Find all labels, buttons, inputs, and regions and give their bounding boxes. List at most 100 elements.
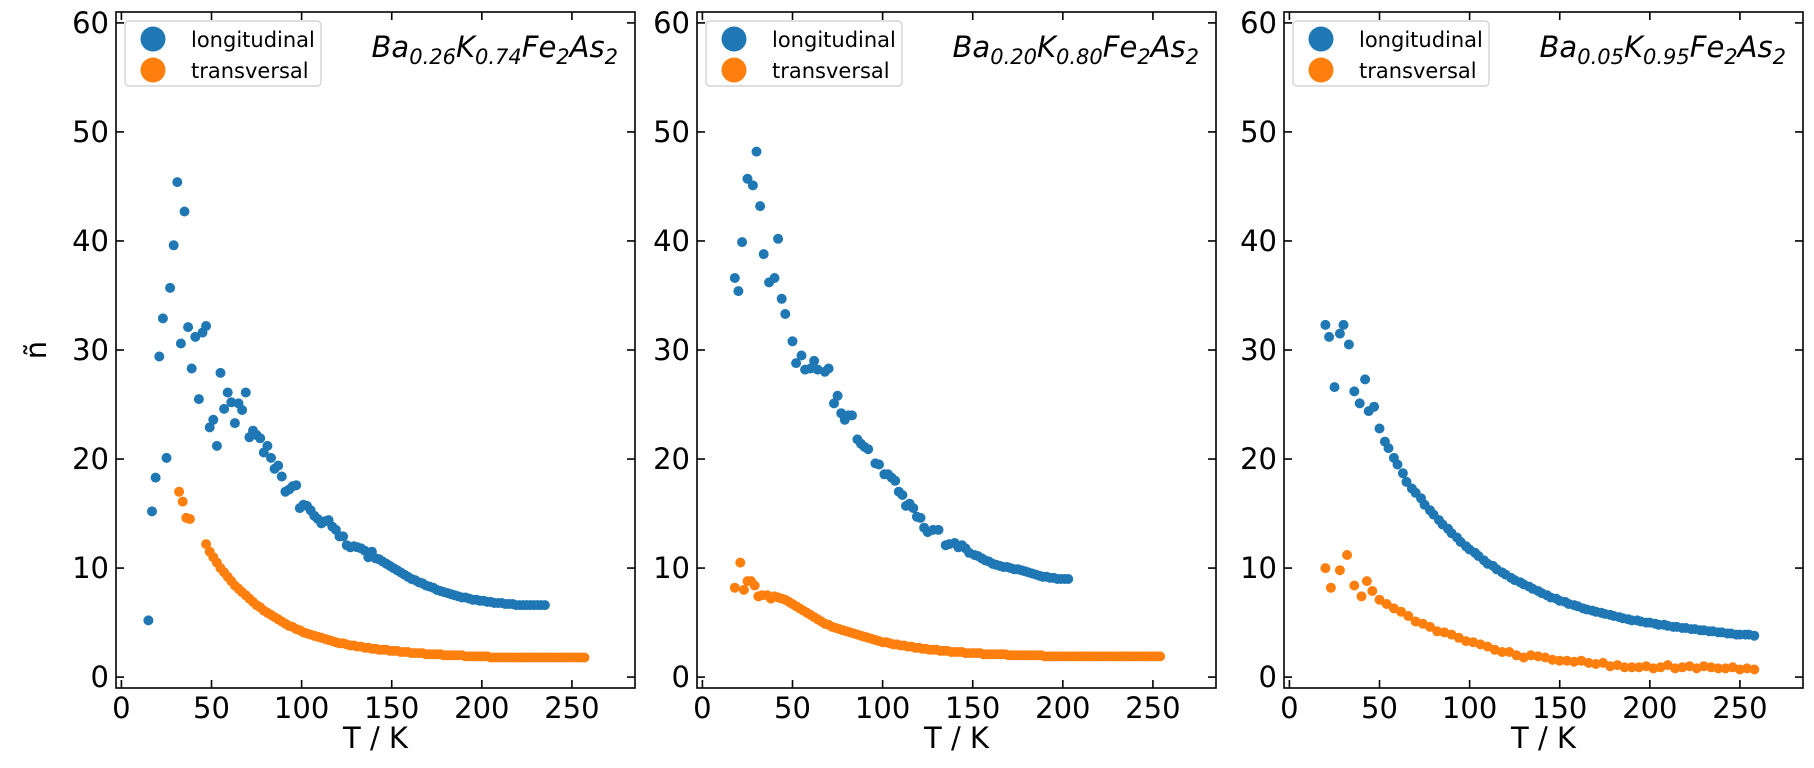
- x-tick-label: 0: [1280, 691, 1298, 725]
- marker-longitudinal: [193, 394, 204, 405]
- marker-longitudinal: [172, 177, 183, 188]
- marker-transversal: [1155, 651, 1166, 662]
- marker-longitudinal: [769, 273, 780, 283]
- panel-3-formula: Ba0.05K0.95Fe2As2: [1540, 30, 1786, 69]
- marker-longitudinal: [215, 367, 226, 378]
- marker-longitudinal: [168, 240, 179, 251]
- marker-longitudinal: [1392, 459, 1403, 470]
- panel-3-legend-marker-longitudinal: [1308, 26, 1334, 52]
- y-tick-label: 60: [653, 6, 690, 40]
- marker-transversal: [1361, 576, 1372, 587]
- y-tick-label: 20: [72, 442, 109, 476]
- marker-transversal: [1619, 662, 1630, 673]
- y-tick-label: 0: [1259, 660, 1277, 694]
- marker-transversal: [735, 557, 746, 568]
- marker-longitudinal: [737, 237, 748, 248]
- marker-longitudinal: [539, 600, 550, 611]
- panel-2-legend: longitudinal transversal: [705, 20, 903, 87]
- marker-transversal: [738, 584, 749, 595]
- marker-longitudinal: [150, 472, 161, 483]
- marker-transversal: [729, 582, 740, 593]
- marker-longitudinal: [809, 355, 820, 366]
- marker-longitudinal: [1401, 476, 1412, 487]
- x-tick-label: 100: [855, 691, 910, 725]
- marker-longitudinal: [204, 422, 215, 433]
- panel-3-formula-subscript: 2: [1724, 45, 1737, 69]
- panel-2-formula-subscript: 2: [1137, 45, 1150, 69]
- marker-longitudinal: [1320, 319, 1331, 330]
- marker-longitudinal: [1354, 398, 1365, 409]
- marker-longitudinal: [758, 249, 769, 260]
- panel-2-x-axis-label: T / K: [923, 721, 990, 755]
- panel-2-legend-label-transversal: transversal: [772, 59, 890, 83]
- marker-transversal: [1367, 586, 1378, 596]
- marker-longitudinal: [240, 387, 251, 398]
- panel-2-x-axis: 0 50 100 150 200 250: [693, 12, 1181, 725]
- marker-transversal: [1374, 594, 1385, 605]
- marker-longitudinal: [747, 180, 758, 191]
- x-tick-label: 250: [1712, 691, 1767, 725]
- marker-longitudinal: [222, 387, 233, 398]
- panel-2-formula-part: K: [1037, 30, 1058, 64]
- panel-1-legend-label-transversal: transversal: [191, 59, 309, 83]
- marker-longitudinal: [266, 452, 276, 463]
- marker-transversal: [1396, 606, 1407, 617]
- marker-transversal: [1425, 621, 1435, 632]
- panel-1-y-axis: 0 10 20 30 40 50 60: [72, 6, 635, 694]
- marker-longitudinal: [1749, 630, 1760, 641]
- panel-3-legend-box: [1292, 20, 1490, 87]
- marker-longitudinal: [186, 363, 197, 374]
- marker-transversal: [1403, 611, 1414, 621]
- marker-transversal: [1497, 647, 1508, 657]
- y-tick-label: 40: [72, 224, 109, 258]
- marker-longitudinal: [1338, 319, 1349, 330]
- marker-longitudinal: [1343, 339, 1354, 350]
- marker-longitudinal: [742, 173, 753, 184]
- panel-1-formula: Ba0.26K0.74Fe2As2: [372, 30, 618, 69]
- x-tick-label: 50: [1361, 691, 1398, 725]
- panel-1-legend-marker-longitudinal: [140, 26, 166, 52]
- marker-longitudinal: [1349, 386, 1360, 397]
- marker-longitudinal: [791, 358, 802, 369]
- marker-transversal: [1749, 664, 1760, 675]
- panel-1-x-axis-label: T / K: [342, 721, 409, 755]
- y-tick-label: 40: [1240, 224, 1277, 258]
- panel-2-legend-marker-transversal: [721, 57, 747, 83]
- marker-longitudinal: [915, 512, 926, 523]
- marker-longitudinal: [874, 459, 884, 470]
- y-tick-label: 30: [1240, 333, 1277, 367]
- marker-longitudinal: [201, 321, 212, 331]
- y-tick-label: 60: [72, 6, 109, 40]
- marker-longitudinal: [1383, 443, 1394, 454]
- marker-longitudinal: [755, 201, 766, 212]
- panel-1-x-axis: 0 50 100 150 200 250: [112, 12, 600, 725]
- panel-1-formula-subscript: 0.26: [409, 45, 456, 69]
- x-tick-label: 200: [1622, 691, 1677, 725]
- panel-3-formula-part: Ba: [1540, 30, 1578, 64]
- y-tick-label: 50: [653, 115, 690, 149]
- panel-3-formula-part: K: [1624, 30, 1645, 64]
- panel-3-legend: longitudinal transversal: [1292, 20, 1490, 87]
- panel-1-y-axis-label: ñ: [19, 341, 53, 359]
- x-tick-label: 200: [454, 691, 509, 725]
- panel-1-formula-subscript: 2: [605, 45, 618, 69]
- marker-longitudinal: [147, 506, 157, 517]
- marker-transversal: [1713, 663, 1724, 674]
- marker-longitudinal: [154, 351, 165, 362]
- panel-1-legend-label-longitudinal: longitudinal: [191, 28, 315, 52]
- marker-longitudinal: [776, 293, 787, 304]
- marker-longitudinal: [1334, 328, 1345, 339]
- panel-1-legend: longitudinal transversal: [124, 20, 322, 87]
- y-tick-label: 20: [1240, 442, 1277, 476]
- panel-2-y-axis: 0 10 20 30 40 50 60: [653, 6, 1216, 694]
- panel-1-formula-part: Fe: [522, 30, 557, 64]
- marker-longitudinal: [229, 418, 240, 429]
- panel-3-x-axis: 0 50 100 150 200 250: [1280, 12, 1768, 725]
- marker-transversal: [1356, 591, 1367, 602]
- panel-2: 0 50 100 150 200 250 0 10 20 30 40 50 60 T / K long…: [653, 6, 1217, 755]
- marker-transversal: [174, 486, 185, 497]
- marker-longitudinal: [863, 444, 874, 455]
- marker-longitudinal: [276, 471, 287, 482]
- panel-3: 0 50 100 150 200 250 0 10 20 30 40 50 60 T / K long…: [1240, 6, 1804, 755]
